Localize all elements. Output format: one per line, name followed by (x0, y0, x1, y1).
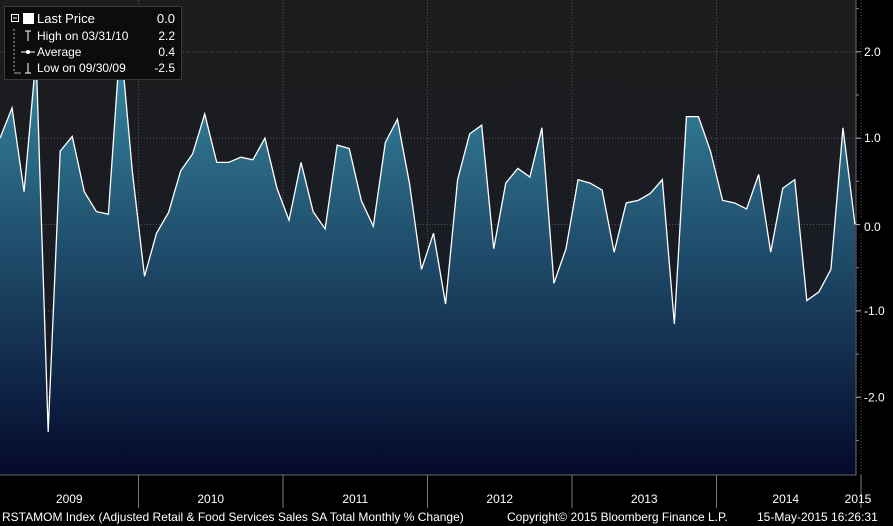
legend-value: -2.5 (154, 61, 175, 75)
legend-value: 0.4 (158, 45, 175, 59)
x-tick-label: 2015 (845, 492, 872, 506)
x-axis: 2009 2010 2011 2012 2013 2014 2015 (56, 475, 872, 508)
y-tick-label: 2.0 (864, 45, 881, 59)
footer: RSTAMOM Index (Adjusted Retail & Food Se… (0, 508, 893, 526)
legend-item-average: Average 0.4 (5, 44, 181, 60)
copyright-text: Copyright© 2015 Bloomberg Finance L.P. (507, 510, 728, 524)
y-tick-label: 1.0 (864, 131, 881, 145)
x-tick-label: 2013 (631, 492, 658, 506)
x-tick-label: 2014 (772, 492, 799, 506)
last-price-tag: 0.0 (860, 219, 890, 234)
legend-value: 2.2 (158, 29, 175, 43)
chart-svg: 2.01.0-1.0-2.0 2009 2010 2011 2012 2013 2014 2… (0, 0, 890, 508)
y-axis: 2.0 1.0 -1.0 -2.0 (856, 8, 885, 441)
y-tick-label: -1.0 (864, 304, 885, 318)
y-tick-label: -2.0 (864, 390, 885, 404)
high-marker-icon (13, 29, 31, 43)
legend-label: High on 03/31/10 (37, 29, 129, 43)
legend-label: Low on 09/30/09 (37, 61, 126, 75)
series-line (0, 38, 856, 432)
x-tick-label: 2010 (197, 492, 224, 506)
legend[interactable]: Last Price 0.0 High on 03/31/10 2.2 Aver… (4, 6, 182, 80)
low-marker-icon (13, 61, 31, 74)
x-tick-label: 2009 (56, 492, 83, 506)
last-price-tag-text: 0.0 (864, 220, 881, 234)
legend-label: Last Price (37, 11, 95, 26)
legend-item-low: Low on 09/30/09 -2.5 (5, 60, 181, 76)
series-area (0, 38, 855, 476)
x-tick-label: 2011 (342, 492, 368, 506)
legend-item-high: High on 03/31/10 2.2 (5, 28, 181, 44)
legend-label: Average (37, 45, 82, 59)
x-tick-label: 2012 (486, 492, 513, 506)
filled-square-icon[interactable] (11, 13, 35, 26)
average-marker-icon (13, 45, 35, 59)
legend-item-last-price[interactable]: Last Price 0.0 (5, 11, 181, 27)
index-label: RSTAMOM Index (Adjusted Retail & Food Se… (2, 510, 464, 524)
timestamp: 15-May-2015 16:26:31 (757, 510, 878, 524)
legend-value: 0.0 (156, 11, 175, 26)
